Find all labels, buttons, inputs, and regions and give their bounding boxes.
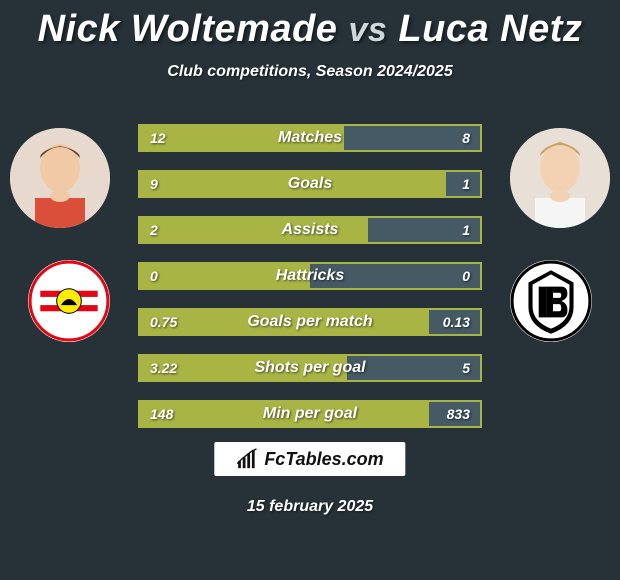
stat-bar-fill [140,172,446,196]
stat-value-left: 0 [140,264,168,288]
stat-value-right: 0.13 [433,310,480,334]
player2-name: Luca Netz [398,8,582,50]
stat-row: 148Min per goal833 [138,400,482,428]
stat-value-left: 12 [140,126,176,150]
stat-value-right: 0 [452,264,480,288]
player2-club-logo [510,260,592,342]
page-title: Nick Woltemade vs Luca Netz [0,0,620,51]
stat-value-right: 8 [452,126,480,150]
stat-row: 9Goals1 [138,170,482,198]
vs-label: vs [349,11,388,49]
site-name: FcTables.com [264,449,383,470]
player1-avatar [10,128,110,228]
person-icon [10,128,110,228]
stat-row: 3.22Shots per goal5 [138,354,482,382]
vfb-stuttgart-icon [28,260,110,342]
stat-value-left: 148 [140,402,183,426]
stat-row: 0.75Goals per match0.13 [138,308,482,336]
stat-bar-fill [140,218,368,242]
subtitle: Club competitions, Season 2024/2025 [0,63,620,81]
stat-value-right: 5 [452,356,480,380]
borussia-mgladbach-icon [510,260,592,342]
player2-avatar [510,128,610,228]
stat-value-left: 0.75 [140,310,187,334]
player1-name: Nick Woltemade [38,8,338,50]
stat-value-right: 1 [452,172,480,196]
chart-icon [236,448,258,470]
stat-value-left: 9 [140,172,168,196]
stat-row: 12Matches8 [138,124,482,152]
stat-value-left: 2 [140,218,168,242]
site-badge: FcTables.com [214,442,405,476]
player1-club-logo [28,260,110,342]
stat-row: 2Assists1 [138,216,482,244]
stat-row: 0Hattricks0 [138,262,482,290]
stat-value-left: 3.22 [140,356,187,380]
stat-value-right: 1 [452,218,480,242]
stat-value-right: 833 [437,402,480,426]
person-icon [510,128,610,228]
stats-bars: 12Matches8 9Goals1 2Assists1 0Hattricks0 0.7… [138,124,482,446]
date-label: 15 february 2025 [0,498,620,516]
